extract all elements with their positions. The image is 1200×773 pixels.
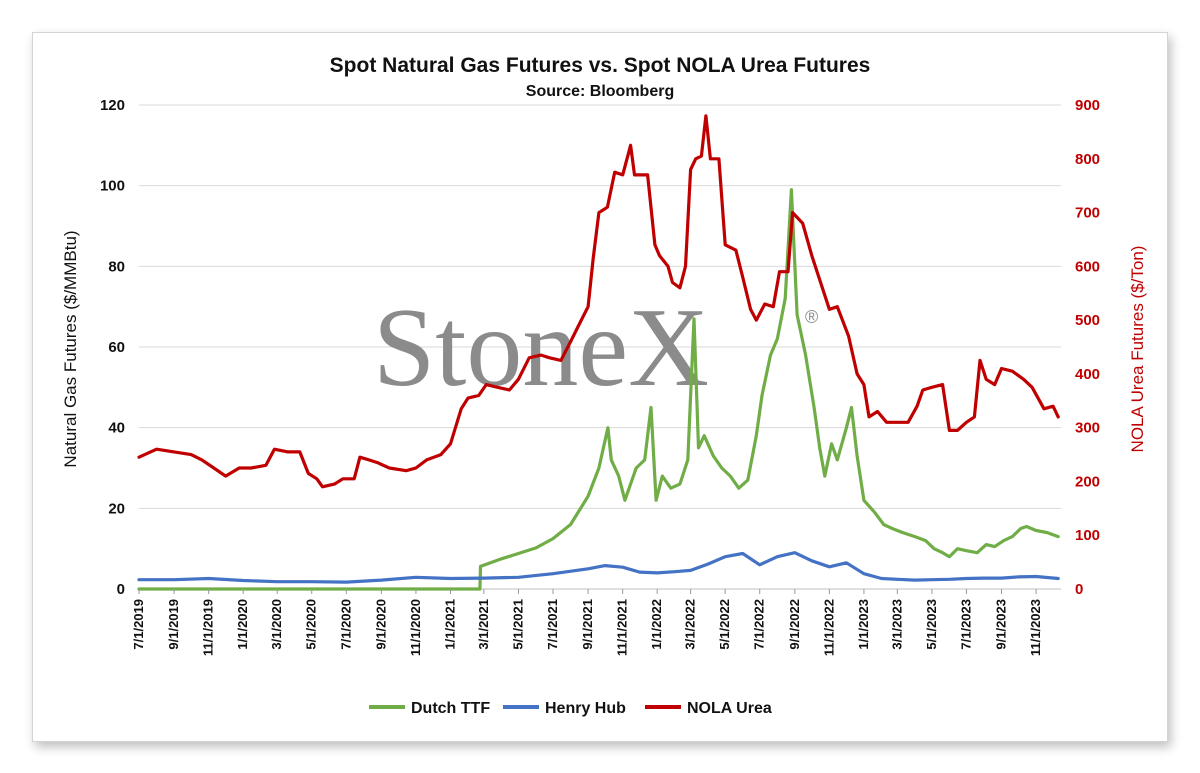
x-tick-label: 11/1/2021 [615, 599, 630, 656]
right-axis-label: NOLA Urea Futures ($/Ton) [1128, 246, 1147, 453]
x-tick-label: 7/1/2022 [752, 599, 767, 650]
series-line-dutch-ttf [137, 188, 1060, 591]
x-tick-label: 9/1/2023 [994, 599, 1009, 650]
chart-subtitle: Source: Bloomberg [526, 83, 674, 100]
x-tick-label: 1/1/2023 [856, 599, 871, 650]
x-tick-label: 1/1/2022 [649, 599, 664, 650]
chart-frame: StoneX ® 0 20 40 60 80 100 120 0 100 200 300 400 500… [32, 32, 1168, 742]
right-tick-label: 500 [1075, 312, 1100, 329]
x-tick-label: 11/1/2023 [1028, 599, 1043, 656]
legend-label: Henry Hub [545, 700, 626, 717]
stonex-watermark: StoneX [373, 286, 709, 410]
x-tick-label: 11/1/2020 [408, 599, 423, 656]
x-tick-label: 1/1/2021 [442, 599, 457, 650]
x-tick-label: 7/1/2020 [338, 599, 353, 650]
legend: Dutch TTF Henry Hub NOLA Urea [369, 700, 772, 717]
left-tick-label: 0 [117, 581, 125, 598]
chart-title: Spot Natural Gas Futures vs. Spot NOLA U… [330, 54, 871, 77]
x-tick-label: 5/1/2021 [510, 599, 525, 650]
right-tick-label: 700 [1075, 205, 1100, 222]
grid-lines [139, 104, 1061, 590]
right-tick-label: 800 [1075, 151, 1100, 168]
right-tick-label: 100 [1075, 527, 1100, 544]
series-line-henry-hub [137, 551, 1060, 584]
right-tick-label: 900 [1075, 97, 1100, 114]
right-tick-label: 400 [1075, 366, 1100, 383]
right-tick-label: 300 [1075, 420, 1100, 437]
x-tick-label: 3/1/2022 [683, 599, 698, 650]
series-line-nola-urea [137, 114, 1060, 489]
x-tick-label: 9/1/2022 [787, 599, 802, 650]
right-tick-label: 0 [1075, 581, 1083, 598]
left-tick-label: 80 [108, 258, 125, 275]
x-tick-label: 5/1/2022 [717, 599, 732, 650]
legend-label: Dutch TTF [411, 700, 490, 717]
chart-svg: StoneX ® 0 20 40 60 80 100 120 0 100 200 300 400 500… [61, 54, 1147, 717]
x-tick-label: 9/1/2019 [166, 599, 181, 650]
x-tick-label: 9/1/2021 [580, 599, 595, 650]
x-tick-label: 3/1/2023 [889, 599, 904, 650]
left-tick-label: 120 [100, 97, 125, 114]
left-tick-label: 20 [108, 500, 125, 517]
series-layer [137, 114, 1060, 591]
legend-label: NOLA Urea [687, 700, 772, 717]
left-tick-label: 100 [100, 178, 125, 195]
left-tick-label: 40 [108, 420, 125, 437]
right-tick-label: 600 [1075, 258, 1100, 275]
left-axis-label: Natural Gas Futures ($/MMBtu) [61, 230, 80, 467]
x-tick-label: 3/1/2021 [476, 599, 491, 650]
x-tick-label: 7/1/2019 [131, 599, 146, 650]
x-tick-label: 5/1/2023 [924, 599, 939, 650]
right-tick-label: 200 [1075, 473, 1100, 490]
x-tick-label: 5/1/2020 [304, 599, 319, 650]
x-tick-label: 3/1/2020 [269, 599, 284, 650]
x-tick-label: 9/1/2020 [373, 599, 388, 650]
x-tick-label: 7/1/2023 [958, 599, 973, 650]
x-tick-label: 11/1/2022 [821, 599, 836, 656]
registered-mark: ® [805, 307, 818, 327]
x-tick-label: 7/1/2021 [545, 599, 560, 650]
left-tick-label: 60 [108, 339, 125, 356]
axis-layer: 0 20 40 60 80 100 120 0 100 200 300 400 500 600 700 800… [100, 97, 1100, 656]
x-tick-label: 1/1/2020 [235, 599, 250, 650]
x-tick-label: 11/1/2019 [201, 599, 216, 656]
